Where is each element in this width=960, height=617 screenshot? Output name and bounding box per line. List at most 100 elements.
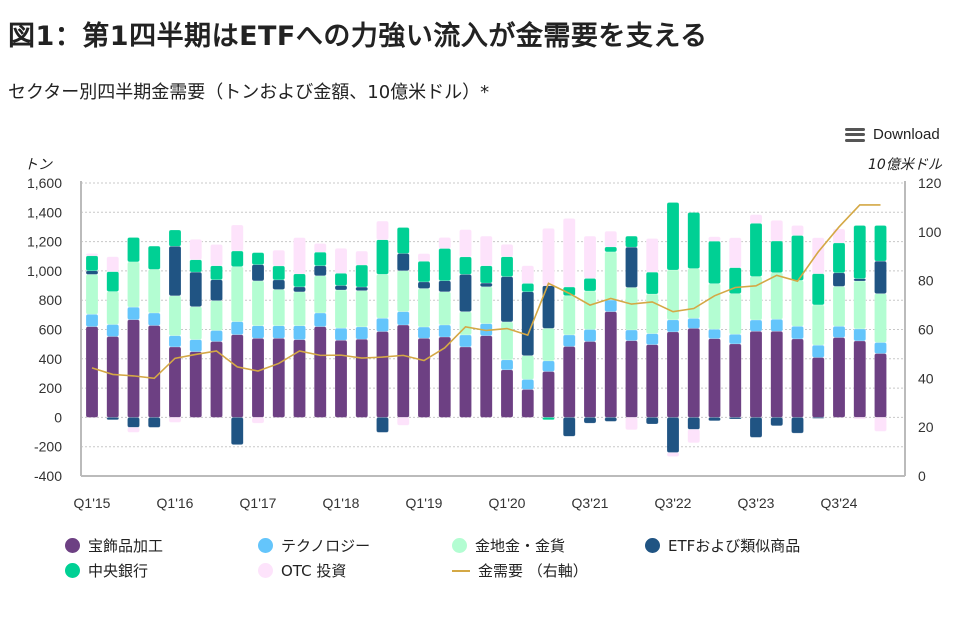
legend-label: 宝飾品加工: [88, 537, 164, 555]
bar-segment: [791, 417, 804, 434]
bar-segment: [749, 331, 763, 418]
left-tick-label: 1,400: [27, 204, 62, 220]
bar-segment: [231, 266, 244, 322]
bar-segment: [791, 280, 804, 327]
download-label: Download: [873, 126, 940, 143]
bar-segment: [729, 333, 742, 345]
legend-item-otc[interactable]: OTC 投資: [258, 560, 346, 581]
bar-segment: [106, 324, 119, 337]
legend-marker: [452, 569, 470, 572]
bar-segment: [334, 289, 348, 329]
bar-segment: [438, 280, 451, 292]
bar-segment: [625, 235, 638, 248]
bar-segment: [521, 355, 534, 380]
left-tick-label: 1,000: [27, 263, 62, 279]
bar-segment: [542, 360, 555, 372]
bar-segment: [314, 265, 327, 276]
bar-segment: [127, 237, 140, 263]
legend-item-bar-coin[interactable]: 金地金・金貨: [452, 535, 565, 556]
legend-item-jewellery[interactable]: 宝飾品加工: [65, 535, 163, 556]
bar-segment: [832, 286, 846, 327]
bar-segment: [687, 212, 700, 269]
x-tick-label: Q3'24: [821, 495, 858, 511]
bar-segment: [397, 311, 410, 326]
bar-segment: [334, 248, 348, 274]
bar-segment: [314, 243, 327, 253]
left-tick-label: -400: [34, 468, 62, 484]
bar-segment: [355, 326, 368, 340]
bar-segment: [646, 238, 659, 273]
bar-segment: [832, 242, 846, 274]
download-button[interactable]: Download: [845, 126, 940, 143]
bar-segment: [687, 318, 700, 329]
bar-segment: [687, 268, 700, 319]
bar-segment: [853, 278, 866, 282]
bar-segment: [812, 357, 825, 418]
bar-segment: [210, 341, 223, 418]
bar-segment: [480, 282, 493, 287]
bar-segment: [189, 339, 202, 352]
bar-segment: [708, 338, 721, 418]
bar-segment: [334, 285, 348, 291]
bar-segment: [832, 272, 846, 287]
bar-segment: [210, 244, 223, 267]
bar-segment: [231, 224, 244, 252]
bar-segment: [210, 300, 223, 331]
bar-segment: [314, 326, 327, 418]
bar-segment: [666, 202, 680, 271]
legend-label: OTC 投資: [281, 562, 347, 580]
bar-segment: [500, 244, 514, 257]
bar-segment: [127, 427, 140, 433]
left-tick-label: 800: [39, 292, 63, 308]
bar-segment: [563, 218, 576, 288]
bar-segment: [459, 274, 472, 312]
bar-segment: [148, 245, 161, 270]
bar-segment: [791, 326, 804, 340]
chart-title: 図1：第1四半期はETFへの力強い流入が金需要を支える: [8, 21, 708, 52]
gold-demand-line: [91, 204, 881, 380]
bar-segment: [625, 417, 638, 430]
bar-segment: [646, 293, 659, 334]
x-tick-label: Q1'17: [240, 495, 277, 511]
bar-segment: [210, 330, 223, 342]
bar-segment: [397, 227, 410, 254]
bar-segment: [812, 417, 825, 419]
bar-segment: [438, 248, 451, 281]
x-tick-label: Q3'23: [738, 495, 775, 511]
legend-item-gold-demand-line[interactable]: 金需要 （右軸）: [452, 560, 588, 581]
bar-segment: [812, 304, 825, 346]
bar-segment: [189, 239, 202, 261]
bar-segment: [417, 288, 431, 328]
bar-segment: [106, 417, 119, 420]
x-tick-label: Q1'15: [74, 495, 111, 511]
right-axis-unit: 10億米ドル: [868, 157, 942, 173]
bar-segment: [417, 260, 431, 283]
hamburger-menu-icon: [845, 127, 865, 142]
bar-segment: [334, 327, 348, 341]
bar-segment: [521, 379, 534, 390]
legend-item-central-banks[interactable]: 中央銀行: [65, 560, 148, 581]
bar-segment: [708, 283, 721, 330]
bar-segment: [397, 324, 410, 418]
bar-segment: [376, 220, 389, 240]
bar-segment: [521, 265, 534, 284]
bar-segment: [770, 318, 783, 332]
left-tick-label: 1,200: [27, 234, 62, 250]
legend-item-etf[interactable]: ETFおよび類似商品: [645, 535, 800, 556]
legend-label: 金地金・金貨: [475, 537, 566, 555]
bar-segment: [666, 319, 680, 333]
bar-segment: [480, 265, 493, 284]
bar-segment: [625, 340, 638, 418]
right-tick-label: 20: [918, 419, 934, 435]
bar-segment: [397, 270, 410, 312]
bar-segment: [231, 417, 244, 445]
bar-segment: [729, 417, 742, 420]
bar-segment: [791, 225, 804, 236]
bar-segment: [542, 328, 555, 362]
bar-segment: [85, 314, 99, 327]
legend-item-technology[interactable]: テクノロジー: [258, 535, 370, 556]
bar-segment: [604, 299, 617, 312]
bar-segment: [874, 342, 887, 354]
bar-segment: [521, 389, 534, 418]
bar-segment: [293, 273, 306, 288]
